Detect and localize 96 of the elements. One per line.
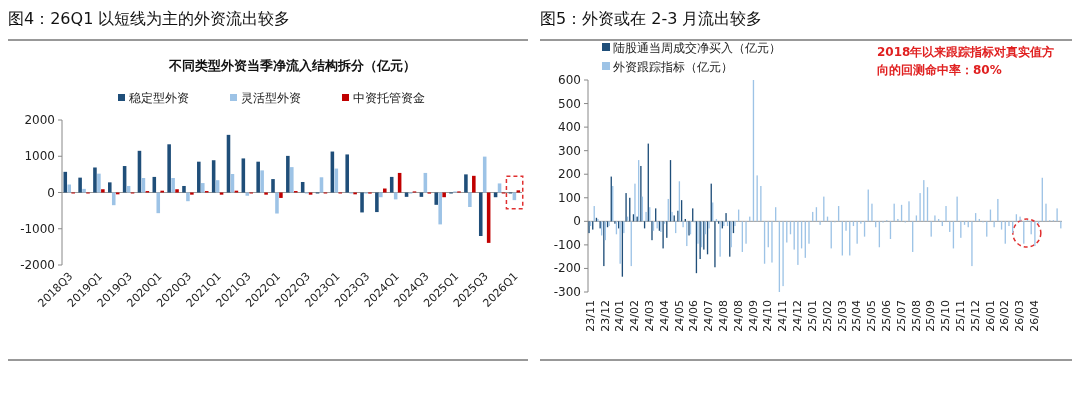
bar: [264, 192, 268, 195]
x-tick-label: 24/08: [731, 300, 745, 332]
y-tick-label: 0: [573, 214, 581, 229]
bar: [200, 183, 205, 193]
bar: [101, 189, 105, 193]
x-tick-label: 25/08: [909, 300, 923, 332]
bar: [275, 192, 279, 214]
y-tick-label: 1000: [24, 149, 55, 164]
x-tick-label: 24/02: [628, 300, 642, 332]
bar: [63, 171, 68, 193]
bar: [442, 192, 446, 198]
x-tick-label: 24/05: [672, 300, 686, 332]
x-tick-label: 25/10: [939, 300, 953, 332]
legend-label: 中资托管资金: [353, 91, 425, 105]
bar: [478, 192, 483, 236]
x-tick-label: 24/09: [746, 300, 760, 332]
bar: [82, 188, 86, 193]
bar: [175, 189, 179, 193]
bar: [93, 167, 97, 193]
bar: [108, 182, 112, 193]
chart-subtitle: 不同类型外资当季净流入结构拆分（亿元）: [167, 58, 416, 73]
bar: [279, 192, 283, 198]
x-tick-label: 25/11: [954, 300, 968, 332]
x-tick-label: 25/06: [879, 300, 893, 332]
bar: [67, 184, 71, 193]
text: 2018年以来跟踪指标对真实值方向的回测命中率：80%: [877, 45, 1055, 77]
y-tick-label: -300: [553, 285, 581, 299]
y-tick-label: -1000: [20, 221, 55, 236]
x-tick-label: 25/07: [894, 300, 908, 332]
x-tick-label: 25/05: [865, 300, 879, 332]
y-tick-label: -2000: [20, 258, 55, 272]
x-tick-label: 23/12: [598, 300, 612, 332]
bar: [345, 154, 349, 193]
legend-label: 外资跟踪指标（亿元）: [613, 60, 733, 74]
x-tick-label: 25/02: [820, 300, 834, 332]
bar: [468, 192, 472, 207]
bar: [197, 161, 201, 193]
y-tick-label: 300: [558, 143, 581, 158]
bar: [379, 192, 383, 198]
bar: [167, 144, 171, 193]
bar: [434, 192, 439, 205]
x-tick-label: 23/11: [583, 300, 597, 332]
y-tick-label: -200: [553, 261, 581, 276]
bar: [290, 167, 294, 193]
x-tick-label: 26/04: [1028, 300, 1042, 332]
chart-title: 图4：26Q1 以短线为主的外资流出较多: [8, 9, 291, 28]
y-tick-label: 500: [558, 96, 581, 111]
bar: [286, 155, 290, 193]
x-tick-label: 26/03: [1013, 300, 1027, 332]
bar: [383, 188, 387, 193]
bar: [260, 170, 264, 193]
x-tick-label: 24/07: [702, 300, 716, 332]
bar: [497, 183, 502, 193]
x-tick-label: 24/08: [717, 300, 731, 332]
x-tick-label: 24/01: [613, 300, 627, 332]
x-tick-label: 24/11: [776, 300, 790, 332]
bar: [171, 178, 175, 193]
x-tick-label: 24/03: [642, 300, 656, 332]
x-tick-label: 24/12: [791, 300, 805, 332]
bar: [111, 192, 116, 206]
x-tick-label: 25/03: [835, 300, 849, 332]
x-tick-label: 24/10: [761, 300, 775, 332]
chart-title: 图5：外资或在 2-3 月流出较多: [540, 9, 763, 28]
bar: [516, 190, 521, 193]
bar: [472, 175, 476, 193]
bar: [190, 192, 194, 195]
bar: [360, 192, 364, 213]
x-tick-label: 26/01: [983, 300, 997, 332]
x-tick-label: 25/09: [924, 300, 938, 332]
y-tick-label: 100: [558, 190, 581, 205]
bar: [186, 192, 190, 202]
y-tick-label: 200: [558, 167, 581, 182]
x-tick-label: 25/12: [968, 300, 982, 332]
bar: [375, 192, 379, 213]
x-tick-label: 25/01: [805, 300, 819, 332]
x-tick-label: 24/04: [657, 300, 671, 332]
x-tick-label: 25/04: [850, 300, 864, 332]
bar: [256, 161, 260, 193]
bar: [126, 185, 131, 193]
y-tick-label: 600: [558, 73, 581, 87]
bar: [271, 179, 275, 193]
y-tick-label: 400: [558, 120, 581, 135]
bar: [438, 192, 442, 225]
y-tick-label: 0: [47, 185, 55, 200]
bar: [464, 174, 468, 193]
y-tick-label: 2000: [24, 113, 55, 127]
bar: [156, 192, 161, 214]
bar: [78, 177, 82, 193]
bar: [97, 173, 101, 193]
x-tick-label: 24/06: [687, 300, 701, 332]
bar: [182, 185, 186, 193]
legend-label: 陆股通当周成交净买入（亿元）: [613, 41, 781, 55]
x-tick-label: 26/02: [998, 300, 1012, 332]
legend-label: 灵活型外资: [241, 91, 301, 105]
y-tick-label: -100: [553, 237, 581, 252]
legend-label: 稳定型外资: [129, 91, 189, 105]
